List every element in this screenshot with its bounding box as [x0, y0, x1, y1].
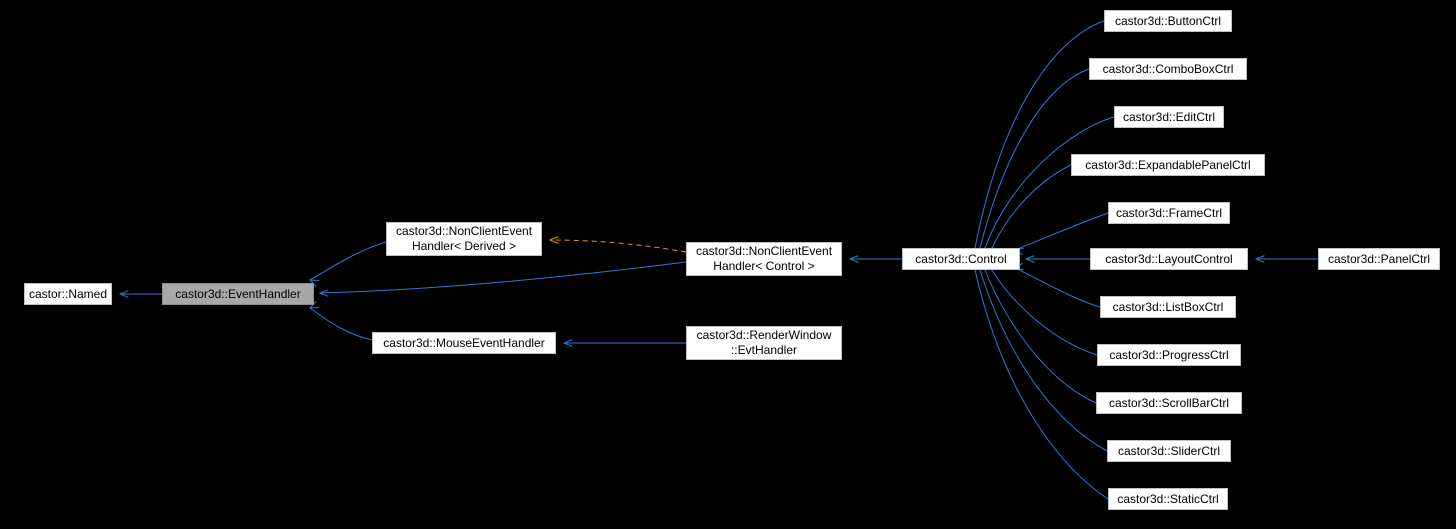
node-label: castor3d::FrameCtrl [1116, 206, 1222, 221]
node-eventhandler[interactable]: castor3d::EventHandler [162, 283, 314, 305]
arrowhead [564, 340, 572, 347]
node-label: castor3d::SliderCtrl [1118, 444, 1220, 459]
edge-slider-to-control [980, 270, 1107, 451]
node-label: castor3d::ScrollBarCtrl [1109, 396, 1229, 411]
node-label: castor3d::ExpandablePanelCtrl [1085, 158, 1250, 173]
edge-nceh_control-to-nceh_derived [550, 240, 686, 252]
node-static[interactable]: castor3d::StaticCtrl [1108, 488, 1228, 510]
node-label: castor3d::ComboBoxCtrl [1103, 62, 1234, 77]
node-mouseh[interactable]: castor3d::MouseEventHandler [372, 332, 556, 354]
node-nceh_derived[interactable]: castor3d::NonClientEvent Handler< Derive… [386, 222, 542, 256]
edge-static-to-control [975, 270, 1108, 499]
edge-scrollbar-to-control [985, 270, 1096, 403]
node-named[interactable]: castor::Named [24, 283, 112, 305]
arrowhead [850, 256, 858, 263]
node-label: castor3d::EditCtrl [1123, 110, 1215, 125]
node-label: castor3d::ButtonCtrl [1115, 14, 1221, 29]
node-scrollbar[interactable]: castor3d::ScrollBarCtrl [1096, 392, 1242, 414]
node-label: castor3d::PanelCtrl [1328, 252, 1430, 267]
node-label: castor3d::NonClientEvent Handler< Contro… [696, 244, 832, 274]
node-nceh_control[interactable]: castor3d::NonClientEvent Handler< Contro… [686, 242, 842, 276]
node-control[interactable]: castor3d::Control [902, 248, 1020, 270]
node-listbox[interactable]: castor3d::ListBoxCtrl [1100, 296, 1236, 318]
node-label: castor3d::RenderWindow ::EvtHandler [697, 328, 832, 358]
node-label: castor3d::NonClientEvent Handler< Derive… [396, 224, 532, 254]
node-label: castor::Named [29, 287, 107, 302]
node-label: castor3d::ListBoxCtrl [1113, 300, 1224, 315]
edge-button-to-control [975, 21, 1104, 248]
arrowhead [1026, 256, 1034, 263]
edge-listbox-to-control [1015, 268, 1100, 307]
node-panel[interactable]: castor3d::PanelCtrl [1318, 248, 1440, 270]
node-label: castor3d::ProgressCtrl [1109, 348, 1228, 363]
edge-mouseh-to-eventhandler [310, 308, 372, 340]
node-progress[interactable]: castor3d::ProgressCtrl [1097, 344, 1241, 366]
node-frame[interactable]: castor3d::FrameCtrl [1108, 202, 1230, 224]
node-label: castor3d::EventHandler [175, 287, 300, 302]
node-label: castor3d::MouseEventHandler [383, 336, 544, 351]
node-label: castor3d::Control [915, 252, 1006, 267]
arrowhead [320, 290, 328, 297]
node-edit[interactable]: castor3d::EditCtrl [1114, 106, 1224, 128]
node-slider[interactable]: castor3d::SliderCtrl [1107, 440, 1231, 462]
edge-frame-to-control [1015, 213, 1108, 250]
edge-progress-to-control [992, 270, 1097, 355]
node-label: castor3d::LayoutControl [1105, 252, 1232, 267]
edge-exp-to-control [992, 165, 1071, 248]
arrowhead [1256, 256, 1264, 263]
arrowhead [550, 237, 558, 244]
node-combo[interactable]: castor3d::ComboBoxCtrl [1089, 58, 1247, 80]
node-exp[interactable]: castor3d::ExpandablePanelCtrl [1071, 154, 1265, 176]
edge-edit-to-control [985, 117, 1114, 248]
node-renderwin[interactable]: castor3d::RenderWindow ::EvtHandler [686, 326, 842, 360]
node-button[interactable]: castor3d::ButtonCtrl [1104, 10, 1232, 32]
inheritance-diagram: castor::Namedcastor3d::EventHandlercasto… [0, 0, 1456, 529]
arrowhead [120, 291, 128, 298]
node-label: castor3d::StaticCtrl [1117, 492, 1218, 507]
node-layout[interactable]: castor3d::LayoutControl [1090, 248, 1248, 270]
edge-nceh_derived-to-eventhandler [310, 242, 386, 280]
edge-nceh_control-to-eventhandler [320, 262, 686, 293]
